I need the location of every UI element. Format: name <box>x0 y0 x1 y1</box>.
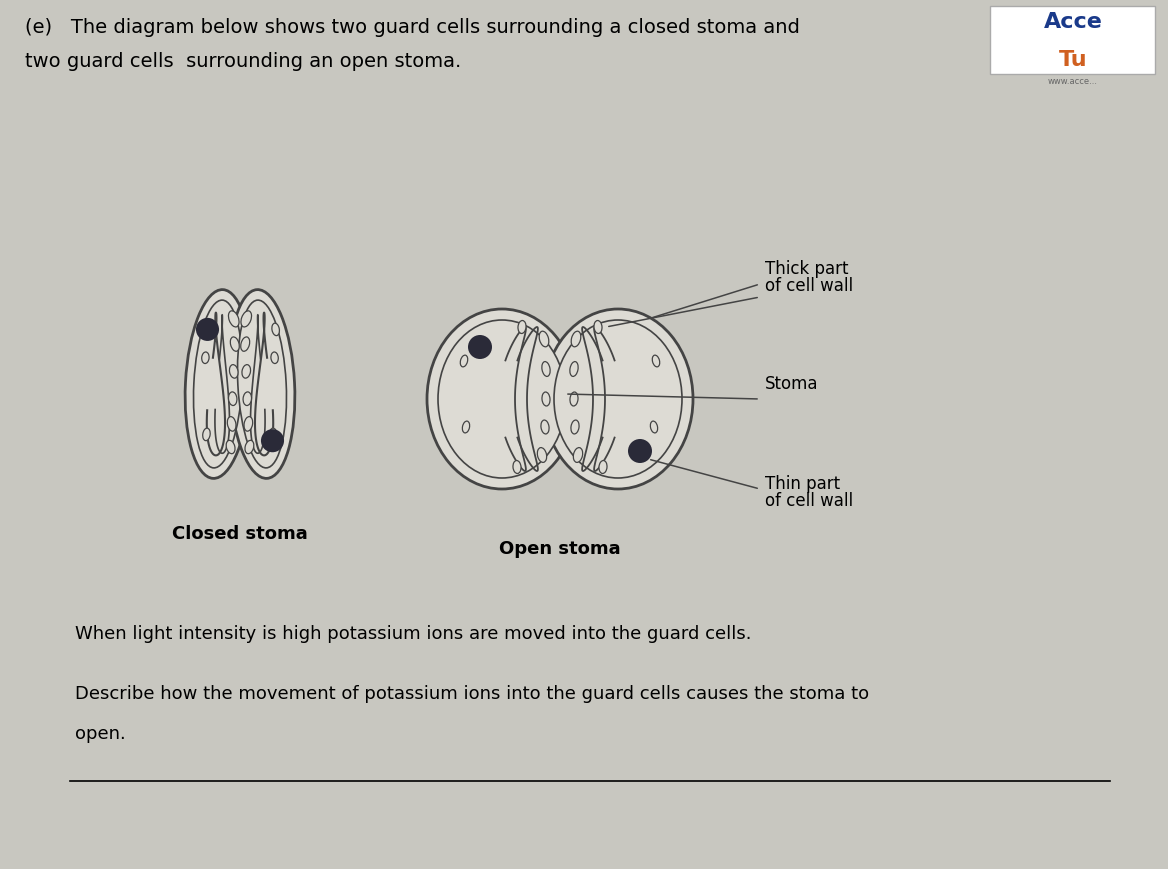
Ellipse shape <box>468 335 492 360</box>
Ellipse shape <box>229 393 237 406</box>
Text: open.: open. <box>75 724 126 742</box>
Ellipse shape <box>230 337 239 352</box>
Ellipse shape <box>427 309 577 489</box>
Ellipse shape <box>201 324 208 336</box>
Ellipse shape <box>463 421 470 434</box>
Ellipse shape <box>595 322 602 334</box>
Ellipse shape <box>270 428 277 441</box>
Text: Tu: Tu <box>1058 50 1087 70</box>
Ellipse shape <box>194 301 243 468</box>
Ellipse shape <box>542 362 550 377</box>
Ellipse shape <box>570 393 578 407</box>
Ellipse shape <box>542 393 550 407</box>
Ellipse shape <box>628 440 652 463</box>
Ellipse shape <box>229 290 294 479</box>
Text: of cell wall: of cell wall <box>765 276 853 295</box>
Ellipse shape <box>243 393 251 406</box>
Ellipse shape <box>227 441 235 454</box>
Ellipse shape <box>229 365 238 379</box>
Ellipse shape <box>438 321 566 479</box>
Ellipse shape <box>202 353 209 364</box>
Ellipse shape <box>540 332 549 348</box>
Ellipse shape <box>185 290 251 479</box>
Text: of cell wall: of cell wall <box>765 492 853 509</box>
Ellipse shape <box>513 461 521 474</box>
Text: Open stoma: Open stoma <box>499 540 621 557</box>
Ellipse shape <box>271 353 278 364</box>
Text: When light intensity is high potassium ions are moved into the guard cells.: When light intensity is high potassium i… <box>75 624 751 642</box>
Text: two guard cells  surrounding an open stoma.: two guard cells surrounding an open stom… <box>25 52 461 71</box>
Ellipse shape <box>272 324 279 336</box>
FancyBboxPatch shape <box>990 7 1155 75</box>
Text: (e)   The diagram below shows two guard cells surrounding a closed stoma and: (e) The diagram below shows two guard ce… <box>25 18 800 37</box>
Ellipse shape <box>554 321 682 479</box>
Ellipse shape <box>241 311 251 328</box>
Ellipse shape <box>573 448 583 463</box>
Ellipse shape <box>237 301 286 468</box>
Ellipse shape <box>543 309 693 489</box>
Ellipse shape <box>260 429 284 453</box>
Text: Describe how the movement of potassium ions into the guard cells causes the stom: Describe how the movement of potassium i… <box>75 684 869 702</box>
Ellipse shape <box>652 355 660 368</box>
Text: Thin part: Thin part <box>765 474 840 493</box>
Ellipse shape <box>196 318 220 342</box>
Ellipse shape <box>245 441 253 454</box>
Text: Acce: Acce <box>1043 12 1103 32</box>
Ellipse shape <box>229 311 239 328</box>
Ellipse shape <box>244 417 252 432</box>
Text: www.acce...: www.acce... <box>1048 77 1098 86</box>
Ellipse shape <box>651 421 658 434</box>
Ellipse shape <box>241 337 250 352</box>
Ellipse shape <box>228 417 236 432</box>
Ellipse shape <box>460 355 467 368</box>
Ellipse shape <box>541 421 549 434</box>
Text: Closed stoma: Closed stoma <box>172 524 308 542</box>
Ellipse shape <box>242 365 251 379</box>
Text: Stoma: Stoma <box>765 375 819 393</box>
Ellipse shape <box>517 322 526 334</box>
Text: Thick part: Thick part <box>765 260 848 278</box>
Ellipse shape <box>571 332 580 348</box>
Ellipse shape <box>599 461 607 474</box>
Ellipse shape <box>537 448 547 463</box>
Ellipse shape <box>570 362 578 377</box>
Ellipse shape <box>203 428 210 441</box>
Ellipse shape <box>571 421 579 434</box>
